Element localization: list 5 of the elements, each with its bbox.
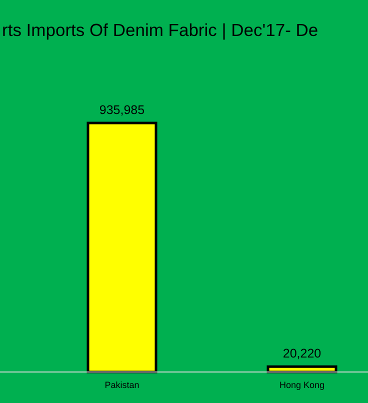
data-label: 935,985 bbox=[99, 103, 145, 117]
x-tick-label: Pakistan bbox=[104, 380, 140, 390]
x-tick-label: Hong Kong bbox=[279, 380, 325, 390]
data-label: 20,220 bbox=[282, 346, 322, 361]
chart-title: rts Imports Of Denim Fabric | Dec'17- De bbox=[2, 20, 318, 40]
